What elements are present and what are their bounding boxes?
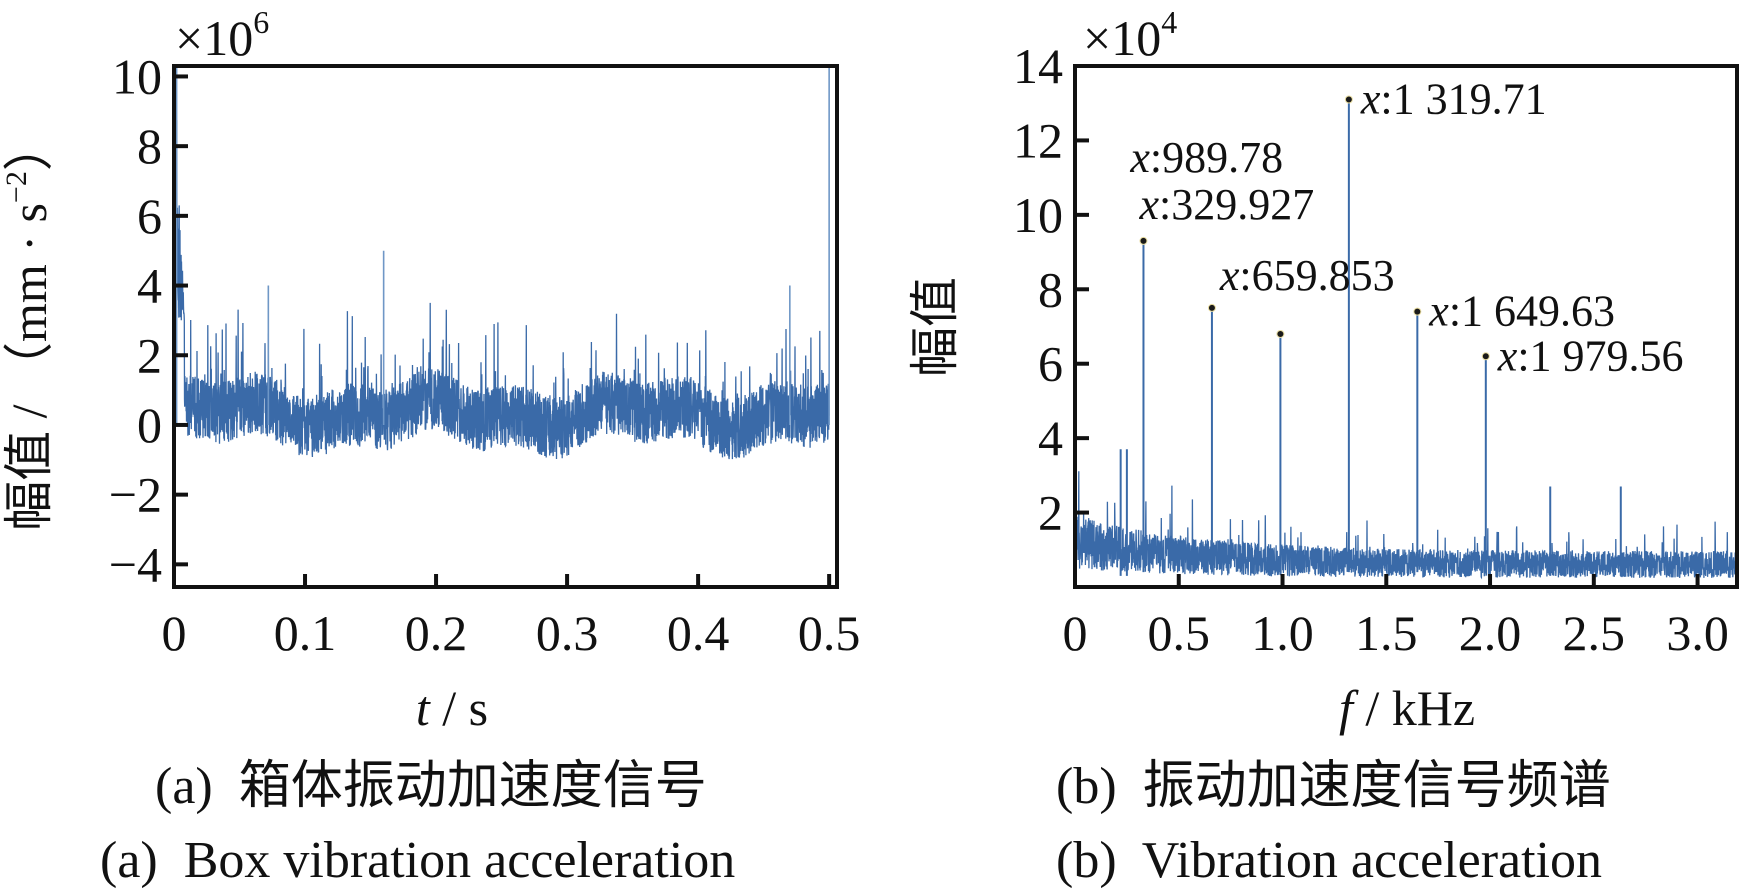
panel-b-peak-label-value: :329.927 <box>1159 180 1314 229</box>
panel-b-ytick-label: 14 <box>1013 38 1063 94</box>
panel-b-peak-label-value: :1 319.71 <box>1380 75 1546 124</box>
panel-b-xtick-label: 2.0 <box>1459 605 1522 661</box>
panel-b-peak-label-value: :989.78 <box>1150 133 1283 182</box>
panel-a-ticks: 0 0.1 0.2 0.3 0.4 0.5 −4 −2 0 2 4 6 8 10 <box>109 48 861 661</box>
panel-a-ytick-label: −2 <box>109 467 162 523</box>
panel-b-peak-marker <box>1207 303 1216 312</box>
panel-a-ylabel-main: 幅值 / （mm · s <box>1 203 57 531</box>
panel-a-ylabel: 幅值 / （mm · s−2） <box>0 121 57 531</box>
panel-b-peak-label-value: :659.853 <box>1239 251 1394 300</box>
panel-a-xlabel: t / s <box>416 680 488 736</box>
panel-a-caption-en: (a) Box vibration acceleration <box>100 832 735 889</box>
panel-a-ytick-label: 8 <box>137 118 162 174</box>
panel-a-xtick-label: 0.4 <box>667 605 730 661</box>
panel-b-peak-label-var: x <box>1139 180 1160 229</box>
panel-b-multiplier-exp: 4 <box>1161 4 1177 40</box>
panel-b-spectrum-line <box>1075 471 1737 580</box>
panel-b-peak-label-var: x <box>1219 251 1240 300</box>
panel-a-xtick-label: 0.1 <box>274 605 337 661</box>
panel-b-axes-frame <box>1073 64 1739 589</box>
panel-b-multiplier-base: ×10 <box>1083 10 1161 66</box>
panel-b-peak-marker <box>1139 236 1148 245</box>
panel-b-xlabel-unit: / kHz <box>1353 680 1475 736</box>
panel-b-xtick-label: 1.5 <box>1355 605 1418 661</box>
panel-b-peak-label-var: x <box>1360 75 1381 124</box>
panel-b-ytick-label: 4 <box>1038 410 1063 466</box>
panel-a-xtick-label: 0 <box>162 605 187 661</box>
panel-b-xtick-label: 2.5 <box>1563 605 1626 661</box>
panel-b-caption-zh: (b) 振动加速度信号频谱 <box>1056 758 1611 815</box>
panel-b-peak-label: x:1 979.56 <box>1497 331 1684 380</box>
panel-a-xtick-label: 0.5 <box>798 605 861 661</box>
panel-a-multiplier: ×106 <box>175 4 269 66</box>
panel-b-peak-label: x:329.927 <box>1139 180 1315 229</box>
panel-a-caption-zh: (a) 箱体振动加速度信号 <box>155 758 707 815</box>
panel-a-multiplier-exp: 6 <box>253 4 269 40</box>
panel-b-ytick-label: 12 <box>1013 112 1063 168</box>
panel-b-peak-label: x:989.78 <box>1129 133 1283 182</box>
panel-b-xlabel: f / kHz <box>1339 680 1475 736</box>
panel-a-ytick-label: 4 <box>137 258 162 314</box>
panel-b-ytick-label: 10 <box>1013 187 1063 243</box>
panel-b-xtick-label: 0 <box>1063 605 1088 661</box>
panel-b-caption-en: (b) Vibration acceleration <box>1056 832 1602 889</box>
panel-b-peak-marker <box>1413 307 1422 316</box>
panel-a-ytick-label: 10 <box>112 48 162 104</box>
panel-b-peak-label: x:1 649.63 <box>1428 287 1615 336</box>
panel-b-ylabel: 幅值 <box>907 277 963 377</box>
panel-a-ytick-label: 0 <box>137 397 162 453</box>
panel-b-peak-label: x:659.853 <box>1219 251 1395 300</box>
panel-a-ytick-label: 2 <box>137 327 162 383</box>
panel-b-xtick-label: 1.0 <box>1251 605 1314 661</box>
panel-b-peak-marker <box>1276 329 1285 338</box>
panel-b-xtick-label: 0.5 <box>1148 605 1211 661</box>
panel-b-xtick-label: 3.0 <box>1666 605 1729 661</box>
panel-b-ytick-label: 6 <box>1038 336 1063 392</box>
panel-b-peak-marker <box>1344 95 1353 104</box>
panel-a-ytick-label: −4 <box>109 536 162 592</box>
panel-a-xlabel-var: t <box>416 680 431 736</box>
panel-b-peak-label-var: x <box>1428 287 1449 336</box>
panel-b-ytick-label: 2 <box>1038 485 1063 541</box>
panel-b-peak-label-var: x <box>1129 133 1150 182</box>
panel-a-xtick-label: 0.3 <box>536 605 599 661</box>
panel-b-spectrum-series <box>1075 99 1737 580</box>
panel-b-ytick-label: 8 <box>1038 261 1063 317</box>
panel-a-multiplier-base: ×10 <box>175 10 253 66</box>
panel-b-peak-marker <box>1481 352 1490 361</box>
panel-a-ytick-label: 6 <box>137 188 162 244</box>
panel-a-signal-line <box>174 73 830 460</box>
panel-a-ylabel-sup: −2 <box>0 171 33 203</box>
panel-b-peak-label-var: x <box>1497 331 1518 380</box>
panel-b-ticks: 0 0.5 1.0 1.5 2.0 2.5 3.0 2 4 6 8 10 12 14 <box>1013 38 1729 661</box>
panel-a-xlabel-unit: / s <box>430 680 488 736</box>
panel-a-xtick-label: 0.2 <box>405 605 468 661</box>
panel-b-peak-label-value: :1 649.63 <box>1449 287 1615 336</box>
panel-a-ylabel-close: ） <box>1 121 57 171</box>
panel-b-peak-label-value: :1 979.56 <box>1517 331 1683 380</box>
panel-a-axes-frame <box>172 64 839 589</box>
panel-b-peak-label: x:1 319.71 <box>1360 75 1547 124</box>
panel-b-multiplier: ×104 <box>1083 4 1177 66</box>
panel-a-signal-series <box>174 66 830 460</box>
